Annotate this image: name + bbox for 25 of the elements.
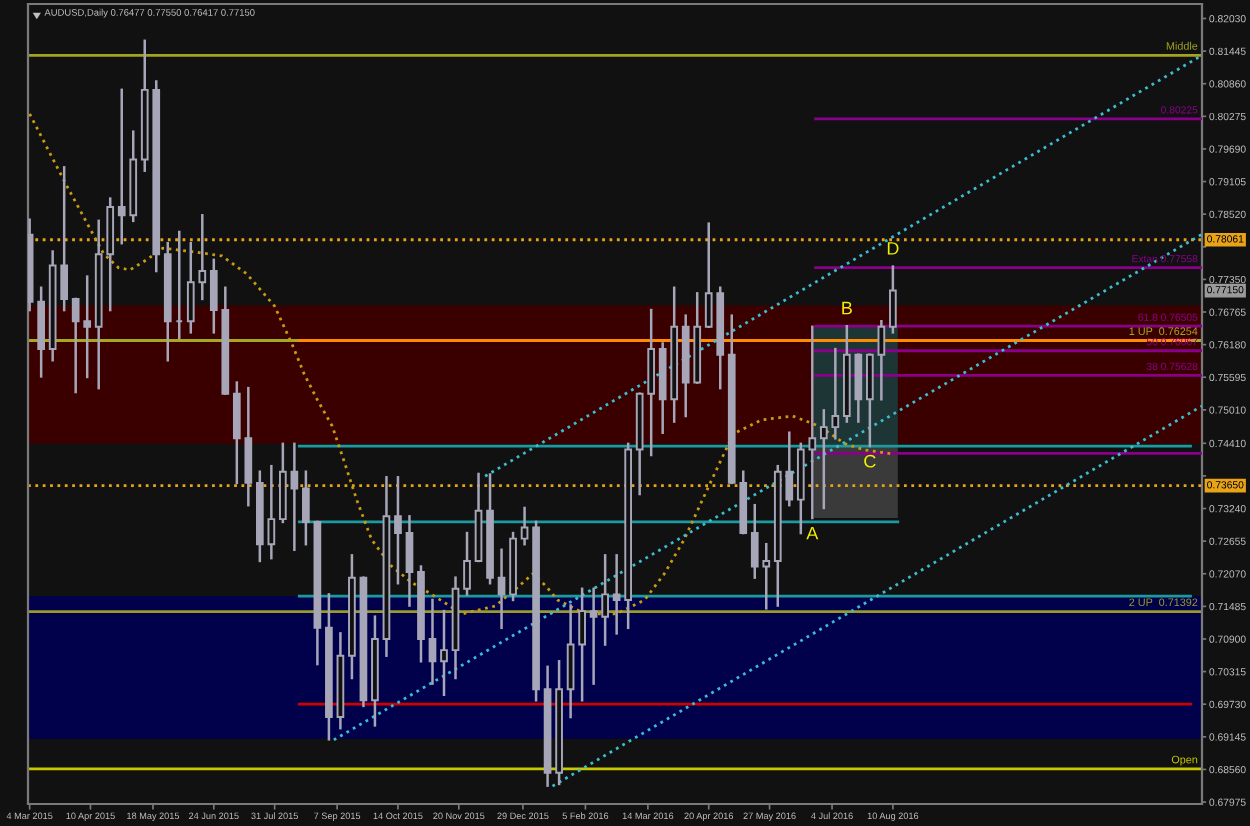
annotation: C	[864, 454, 876, 468]
annotation: A	[806, 526, 819, 540]
candlestick	[601, 554, 609, 646]
candlestick	[302, 470, 310, 546]
annotation: D	[887, 242, 899, 255]
candlestick	[612, 554, 621, 635]
candlestick	[279, 442, 287, 524]
candlestick	[497, 548, 506, 630]
candlestick	[394, 476, 402, 585]
candlestick	[463, 531, 471, 596]
candlestick	[290, 442, 299, 552]
candlestick	[566, 604, 575, 719]
candlestick	[405, 515, 414, 607]
candlestick	[440, 609, 448, 696]
candlestick	[877, 319, 886, 401]
candlestick	[520, 506, 529, 546]
candlestick	[866, 353, 874, 448]
candlestick	[889, 265, 897, 334]
candlestick	[854, 353, 863, 423]
candlestick	[267, 464, 276, 560]
candlestick	[578, 587, 586, 702]
annotation: B	[842, 301, 852, 315]
candlestick	[37, 286, 45, 378]
candlestick	[589, 587, 598, 685]
candlestick	[428, 598, 437, 685]
